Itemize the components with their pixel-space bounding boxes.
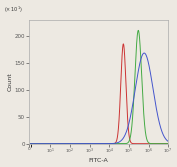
X-axis label: FITC-A: FITC-A (89, 158, 108, 163)
Text: $(\times\,10^1)$: $(\times\,10^1)$ (4, 4, 23, 15)
Y-axis label: Count: Count (8, 72, 13, 91)
